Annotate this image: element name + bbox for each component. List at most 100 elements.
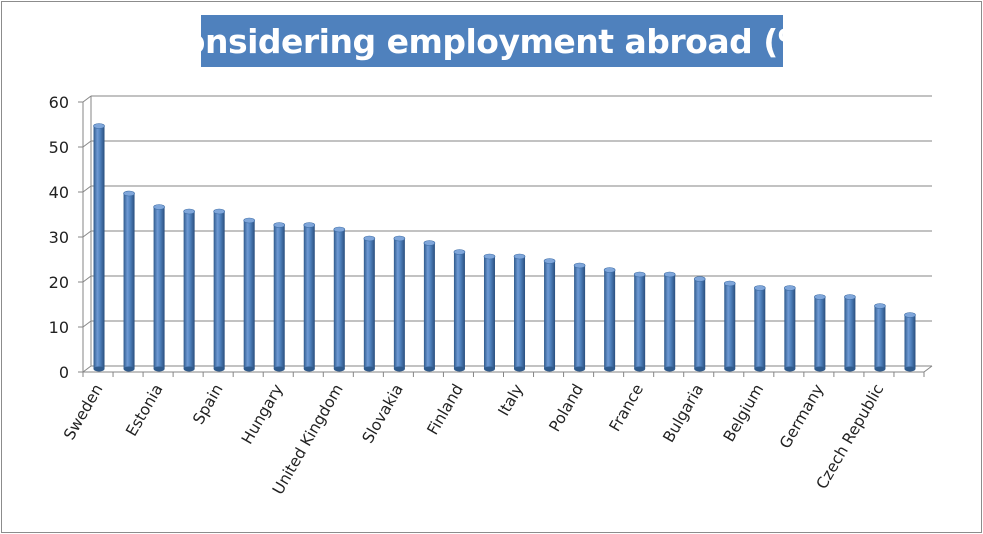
bar (693, 276, 706, 372)
x-tick-label: Slovakia (359, 381, 407, 446)
bar-base (694, 366, 706, 372)
bar-top (754, 285, 766, 291)
y-tick-label: 50 (49, 138, 69, 157)
gridline-diagonal (82, 365, 92, 373)
bar-body (754, 288, 766, 369)
bar-base (213, 366, 225, 372)
bar (603, 267, 616, 372)
gridline-diagonal (82, 140, 92, 148)
bar-body (423, 243, 435, 369)
bar (213, 208, 225, 372)
bar-base (183, 366, 195, 372)
bar (153, 204, 165, 372)
bar-body (393, 238, 405, 369)
x-tick-label: Spain (189, 381, 226, 428)
gridline-diagonal (82, 230, 92, 238)
bar-base (303, 366, 315, 372)
bar-base (243, 366, 255, 372)
bar-base (514, 366, 526, 372)
bar-body (694, 279, 706, 369)
bar-body (273, 225, 285, 369)
bar-top (303, 222, 316, 228)
bar-body (544, 261, 556, 369)
bar-base (483, 366, 495, 372)
bar (904, 312, 916, 372)
bar-top (693, 276, 706, 282)
x-tick-label: Poland (546, 381, 587, 435)
bar-top (513, 253, 526, 260)
bar-body (814, 297, 826, 369)
bar-top (543, 258, 556, 264)
bar-top (723, 280, 736, 287)
bar-body (724, 283, 736, 369)
bar-base (754, 366, 766, 372)
bar-top (393, 235, 406, 242)
bar (123, 190, 135, 372)
bar-body (153, 207, 165, 369)
bar (844, 294, 856, 372)
bar (453, 249, 466, 372)
bar (723, 280, 736, 372)
x-tick-label: Czech Republic (813, 381, 888, 492)
x-tick-label: Hungary (238, 381, 287, 447)
bar (513, 253, 526, 372)
bar (183, 208, 195, 372)
bar-body (213, 211, 225, 369)
gridline-diagonal (82, 185, 92, 193)
bar-base (844, 366, 856, 372)
bar-base (664, 366, 676, 372)
chart-title-box: Considering employment abroad (%) (159, 15, 825, 67)
bar (874, 303, 886, 372)
gridline-diagonal (82, 320, 92, 328)
bar (363, 235, 376, 372)
y-tick-label: 20 (49, 273, 69, 292)
bar-body (123, 193, 135, 369)
bar-base (93, 366, 105, 372)
bar (303, 222, 316, 372)
bar-top (243, 217, 255, 224)
bar-body (604, 270, 616, 369)
gridline-diagonal (82, 275, 92, 283)
bar-body (363, 238, 375, 369)
bar-top (273, 222, 286, 228)
bar-base (273, 366, 285, 372)
bar-top (633, 271, 646, 278)
bar-top (213, 208, 225, 215)
bar-base (153, 366, 165, 372)
x-tick-label: Estonia (122, 381, 166, 439)
bar-top (663, 271, 676, 278)
x-tick-label: Italy (495, 381, 527, 419)
bar (663, 271, 676, 372)
bar-body (183, 211, 195, 369)
bar-body (453, 252, 465, 369)
bar-base (363, 366, 375, 372)
bar-top (814, 294, 826, 300)
bar-base (724, 366, 736, 372)
y-tick-label: 0 (59, 363, 69, 382)
bar (573, 262, 586, 372)
bar-base (423, 366, 435, 372)
chart-title: Considering employment abroad (%) (159, 21, 825, 61)
bar-top (573, 262, 586, 269)
bar (333, 226, 346, 372)
bar (393, 235, 406, 372)
bar-top (874, 303, 886, 309)
y-tick-label: 10 (49, 318, 69, 337)
bar-body (333, 229, 345, 369)
y-tick-label: 40 (49, 183, 69, 202)
bar-body (634, 274, 646, 369)
bar-top (363, 235, 376, 242)
bar-top (844, 294, 856, 300)
bar-body (664, 274, 676, 369)
bar-body (574, 265, 586, 369)
bar-body (514, 256, 526, 369)
x-tick-label: Belgium (720, 381, 767, 445)
bar (243, 217, 255, 372)
x-tick-label: Sweden (60, 381, 106, 443)
bar-base (874, 366, 886, 372)
bar-base (544, 366, 556, 372)
bar-base (393, 366, 405, 372)
bar-base (904, 366, 916, 372)
x-tick-label: Germany (776, 381, 827, 452)
